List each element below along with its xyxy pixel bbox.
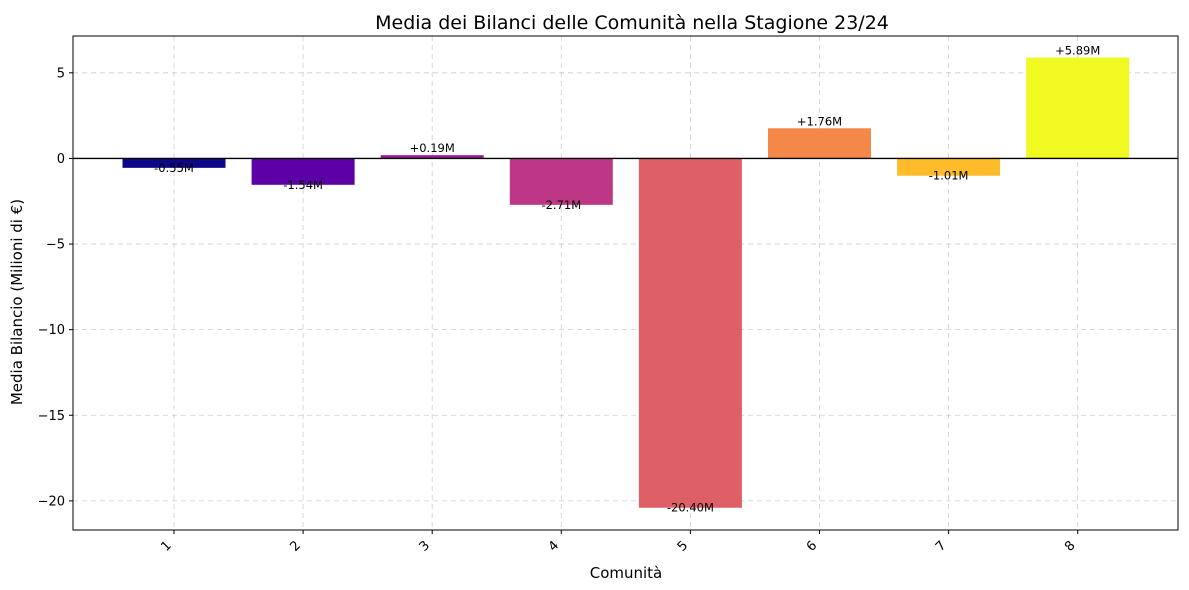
- bar-data-label: +1.76M: [797, 114, 842, 128]
- x-tick-label: 8: [1062, 538, 1078, 554]
- bar: [509, 158, 613, 205]
- x-tick-label: 1: [158, 538, 174, 554]
- bar: [1026, 57, 1130, 159]
- y-tick-label: −15: [38, 409, 65, 424]
- y-axis-ticks: 5 0 −5 −10 −15 −20: [38, 66, 73, 509]
- bar-data-label: -1.01M: [929, 169, 969, 183]
- x-tick-label: 5: [675, 538, 691, 554]
- grid-layer: [73, 36, 1178, 530]
- data-labels-layer: -0.55M -1.54M +0.19M -2.71M -20.40M +1.76M -1.…: [154, 44, 1100, 515]
- x-tick-label: 2: [287, 538, 303, 554]
- bars-layer: [122, 57, 1130, 508]
- x-tick-label: 7: [933, 538, 949, 554]
- x-axis-label: Comunità: [590, 564, 663, 582]
- bar: [122, 158, 226, 168]
- bar-data-label: +0.19M: [410, 141, 455, 155]
- y-tick-label: 0: [57, 152, 65, 167]
- x-tick-label: 4: [546, 538, 562, 554]
- bar-data-label: -2.71M: [541, 198, 581, 212]
- y-axis-label: Media Bilancio (Milioni di €): [8, 199, 26, 405]
- bar: [251, 158, 355, 185]
- bar: [768, 128, 871, 159]
- y-tick-label: −5: [46, 238, 65, 253]
- y-tick-label: 5: [57, 66, 65, 81]
- chart-title: Media dei Bilanci delle Comunità nella S…: [375, 12, 889, 34]
- x-tick-label: 6: [804, 538, 820, 554]
- bar: [380, 155, 484, 159]
- y-tick-label: −20: [38, 494, 65, 509]
- bar-data-label: -20.40M: [667, 501, 714, 515]
- bar-data-label: -1.54M: [283, 178, 323, 192]
- bar: [638, 158, 742, 508]
- x-axis-ticks: 1 2 3 4 5 6 7 8: [158, 530, 1079, 555]
- bar-data-label: -0.55M: [154, 161, 194, 175]
- y-tick-label: −10: [38, 323, 65, 338]
- plot-frame: [72, 35, 1179, 531]
- x-tick-label: 3: [417, 538, 433, 554]
- bar: [897, 158, 1001, 176]
- bar-data-label: +5.89M: [1055, 44, 1100, 58]
